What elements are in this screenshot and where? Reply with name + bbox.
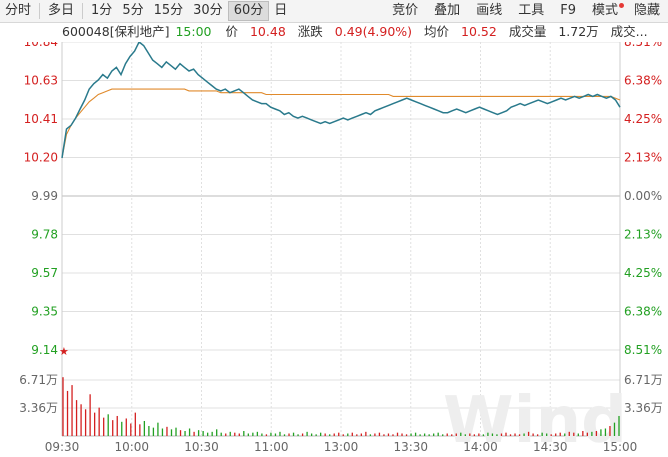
tab-period-6[interactable]: 60分 xyxy=(227,1,270,21)
time-axis-label: 11:00 xyxy=(254,440,289,454)
toolbar-button-3[interactable]: 工具 xyxy=(518,3,545,18)
percent-axis-label: 6.38% xyxy=(624,305,662,319)
time-axis-label: 10:00 xyxy=(114,440,149,454)
tab-period-0[interactable]: 分时 xyxy=(5,3,32,18)
notification-dot-icon xyxy=(618,3,624,8)
amount-label: 成交... xyxy=(610,24,648,39)
avg-label: 均价 xyxy=(424,24,450,39)
quote-time: 15:00 xyxy=(175,24,212,39)
high-marker-icon: ★ xyxy=(59,345,69,358)
toolbar-button-2[interactable]: 画线 xyxy=(476,3,503,18)
toolbar-button-4[interactable]: F9 xyxy=(560,3,576,18)
volume-label: 成交量 xyxy=(508,24,547,39)
time-axis-label: 13:30 xyxy=(393,440,428,454)
period-tabs: 分时 多日 1分 5分 15分 30分 60分日 xyxy=(0,0,292,22)
time-axis-label: 13:00 xyxy=(324,440,359,454)
volume-axis-label: 3.36万 xyxy=(19,401,58,415)
price-axis-label: 9.14 xyxy=(31,343,58,357)
quote-info-bar: 600048[保利地产] 15:00 价 10.48 涨跌 0.49(4.90%… xyxy=(62,22,648,42)
toolbar-button-5[interactable]: 模式 xyxy=(584,1,626,21)
toolbar-button-1[interactable]: 叠加 xyxy=(434,3,461,18)
price-line xyxy=(61,42,621,159)
price-axis-label: 9.35 xyxy=(31,305,58,319)
change-value: 0.49(4.90%) xyxy=(334,24,413,39)
price-axis-label: 10.84 xyxy=(24,42,58,49)
percent-axis-label: 8.51% xyxy=(624,343,662,357)
tab-period-1[interactable]: 多日 xyxy=(48,3,75,18)
intraday-chart[interactable]: Wind 10.84 8.51% 10.63 6.38% 10.41 4.25% 10.20… xyxy=(0,42,668,457)
tab-period-7[interactable]: 日 xyxy=(274,3,288,18)
percent-axis-label: 4.25% xyxy=(624,112,662,126)
price-label: 价 xyxy=(225,24,238,39)
stock-code-name[interactable]: 600048[保利地产] xyxy=(62,24,170,39)
tab-period-5[interactable]: 30分 xyxy=(193,3,223,18)
price-axis-label: 10.63 xyxy=(24,74,58,88)
volume-axis-label: 6.71万 xyxy=(19,373,58,387)
percent-axis-label: 6.38% xyxy=(624,74,662,88)
price-axis-label: 10.20 xyxy=(24,151,58,165)
toolbar-button-0[interactable]: 竞价 xyxy=(392,3,419,18)
percent-axis-label: 8.51% xyxy=(624,42,662,49)
price-axis-label: 9.78 xyxy=(31,228,58,242)
percent-axis-label: 2.13% xyxy=(624,151,662,165)
change-label: 涨跌 xyxy=(297,24,323,39)
percent-axis-label: 2.13% xyxy=(624,228,662,242)
tool-buttons: 竞价 叠加 画线 工具 F9 模式 隐藏 xyxy=(384,0,668,22)
tab-period-3[interactable]: 5分 xyxy=(122,3,144,18)
tab-period-4[interactable]: 15分 xyxy=(153,3,184,18)
price-axis-label: 9.99 xyxy=(31,189,58,203)
price-value: 10.48 xyxy=(249,24,286,39)
tab-period-2[interactable]: 1分 xyxy=(91,3,113,18)
time-axis-label: 14:30 xyxy=(533,440,568,454)
volume-axis-label-right: 3.36万 xyxy=(624,401,663,415)
percent-axis-label: 4.25% xyxy=(624,266,662,280)
volume-axis-label-right: 6.71万 xyxy=(624,373,663,387)
time-axis-label: 10:30 xyxy=(184,440,219,454)
price-axis-label: 9.57 xyxy=(31,266,58,280)
price-axis-label: 10.41 xyxy=(24,112,58,126)
wind-watermark: Wind xyxy=(443,384,627,457)
percent-axis-label: 0.00% xyxy=(624,189,662,203)
average-price-line xyxy=(61,88,621,159)
time-axis-label: 15:00 xyxy=(603,440,638,454)
toolbar-separator xyxy=(39,3,41,19)
avg-value: 10.52 xyxy=(461,24,497,39)
volume-value: 1.72万 xyxy=(558,24,599,39)
toolbar-button-6[interactable]: 隐藏 xyxy=(633,3,660,18)
toolbar-separator xyxy=(82,3,84,19)
time-axis-label: 14:00 xyxy=(463,440,498,454)
time-axis-label: 09:30 xyxy=(45,440,80,454)
period-toolbar: 分时 多日 1分 5分 15分 30分 60分日 竞价 叠加 画线 工具 F9 模式 隐藏 xyxy=(0,0,668,23)
